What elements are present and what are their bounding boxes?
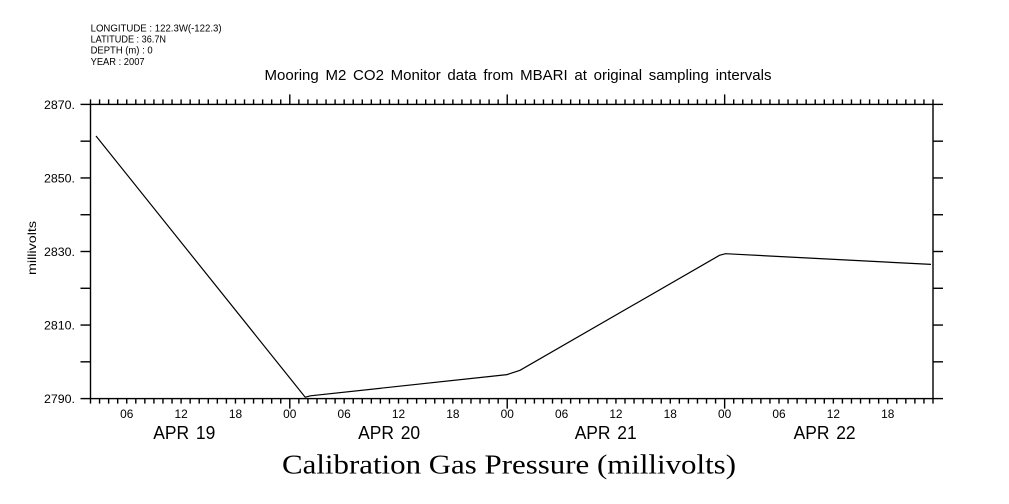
svg-text:2850.: 2850. (44, 171, 75, 185)
svg-text:2810.: 2810. (44, 319, 75, 333)
svg-text:millivolts: millivolts (25, 221, 39, 275)
svg-text:APR 20: APR 20 (358, 423, 420, 443)
svg-text:APR 21: APR 21 (575, 423, 637, 443)
svg-text:LONGITUDE : 122.3W(-122.3): LONGITUDE : 122.3W(-122.3) (91, 23, 222, 34)
svg-text:06: 06 (338, 407, 352, 421)
svg-text:00: 00 (283, 407, 297, 421)
svg-text:06: 06 (772, 407, 786, 421)
svg-text:YEAR : 2007: YEAR : 2007 (91, 57, 145, 68)
svg-text:Calibration Gas Pressure (mill: Calibration Gas Pressure (millivolts) (282, 450, 736, 480)
svg-text:18: 18 (881, 407, 895, 421)
svg-text:APR 19: APR 19 (153, 423, 215, 443)
svg-text:12: 12 (609, 407, 623, 421)
svg-text:18: 18 (229, 407, 243, 421)
svg-text:APR 22: APR 22 (794, 423, 856, 443)
svg-text:LATITUDE : 36.7N: LATITUDE : 36.7N (91, 35, 166, 46)
svg-text:06: 06 (120, 407, 134, 421)
svg-text:12: 12 (827, 407, 841, 421)
svg-text:12: 12 (392, 407, 406, 421)
svg-text:06: 06 (555, 407, 569, 421)
svg-text:DEPTH (m) : 0: DEPTH (m) : 0 (91, 46, 153, 57)
svg-text:00: 00 (718, 407, 732, 421)
svg-text:2790.: 2790. (44, 392, 75, 406)
svg-text:2830.: 2830. (44, 245, 75, 259)
svg-text:18: 18 (664, 407, 678, 421)
svg-text:18: 18 (446, 407, 460, 421)
svg-text:2870.: 2870. (44, 98, 75, 112)
svg-text:00: 00 (501, 407, 515, 421)
svg-text:Mooring M2 CO2 Monitor data fr: Mooring M2 CO2 Monitor data from MBARI a… (265, 68, 772, 84)
svg-text:12: 12 (174, 407, 188, 421)
